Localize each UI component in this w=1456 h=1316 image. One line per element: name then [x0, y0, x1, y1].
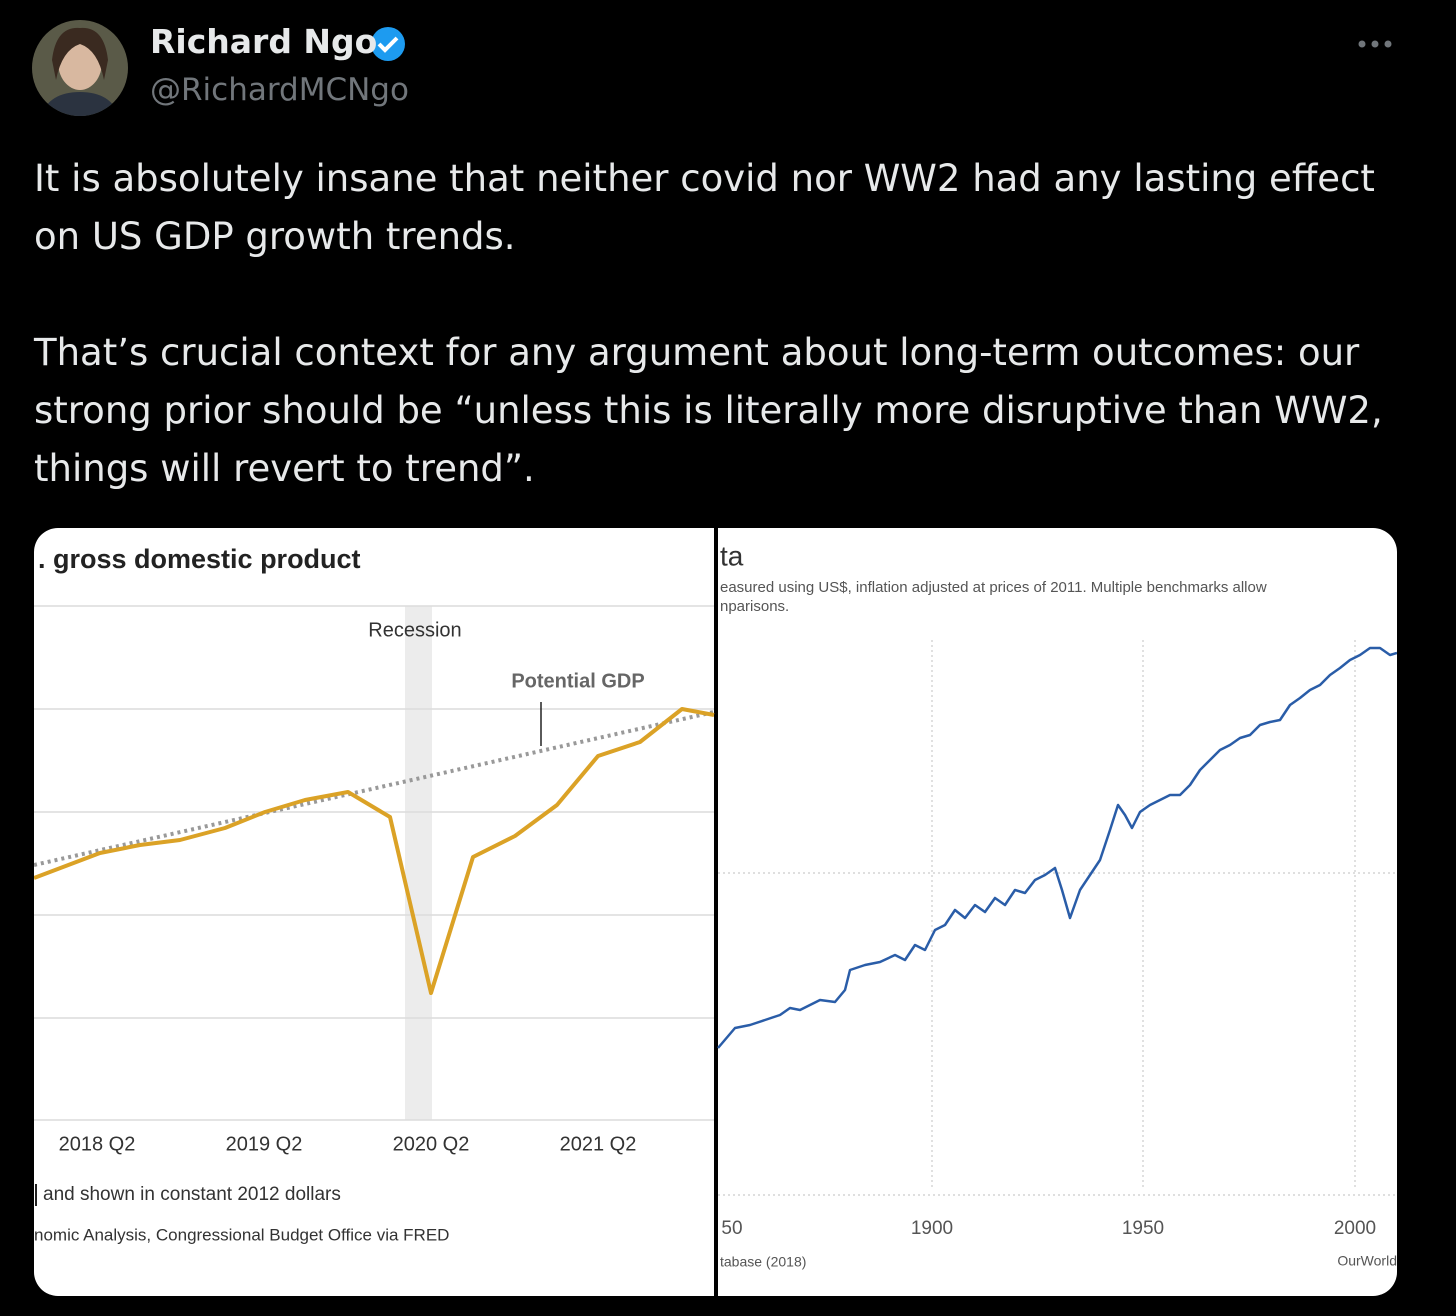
- x-label: 50: [721, 1218, 742, 1239]
- left-image: [34, 528, 714, 1296]
- x-label: 2000: [1334, 1218, 1376, 1239]
- x-label: 1900: [911, 1218, 953, 1239]
- avatar[interactable]: [30, 18, 130, 118]
- tweet-text: It is absolutely insane that neither cov…: [34, 150, 1414, 556]
- right-subtitle: easured using US$, inflation adjusted at…: [720, 579, 1267, 596]
- author-handle[interactable]: @RichardMCNgo: [150, 72, 409, 108]
- media[interactable]: . gross domestic product Recession Poten…: [34, 528, 1397, 1296]
- source: nomic Analysis, Congressional Budget Off…: [34, 1225, 449, 1244]
- left-title: . gross domestic product: [38, 544, 361, 574]
- right-image: [718, 528, 1397, 1296]
- x-label: 2021 Q2: [560, 1133, 637, 1155]
- right-title: ta: [720, 540, 744, 571]
- x-label: 2020 Q2: [393, 1133, 470, 1155]
- more-button[interactable]: [1358, 40, 1392, 48]
- author-name[interactable]: Richard Ngo: [150, 22, 378, 61]
- paragraph: That’s crucial context for any argument …: [34, 331, 1383, 490]
- potential-label: Potential GDP: [511, 670, 644, 692]
- gdp-line: [34, 707, 715, 995]
- x-label: 2019 Q2: [226, 1133, 303, 1155]
- recession-band: [405, 606, 432, 1120]
- right-source: tabase (2018): [720, 1254, 806, 1270]
- paragraph: It is absolutely insane that neither cov…: [34, 157, 1375, 258]
- right-subtitle: nparisons.: [720, 598, 789, 615]
- gridlines: [718, 640, 1397, 1196]
- x-label: 2018 Q2: [59, 1133, 136, 1155]
- right-credit: OurWorld: [1337, 1253, 1397, 1269]
- gridlines: [34, 605, 714, 1121]
- x-label: 1950: [1122, 1218, 1164, 1239]
- note: and shown in constant 2012 dollars: [43, 1184, 341, 1205]
- gdp-per-capita-line: [717, 646, 1397, 1049]
- recession-label: Recession: [368, 619, 461, 641]
- verified-badge: [371, 27, 405, 61]
